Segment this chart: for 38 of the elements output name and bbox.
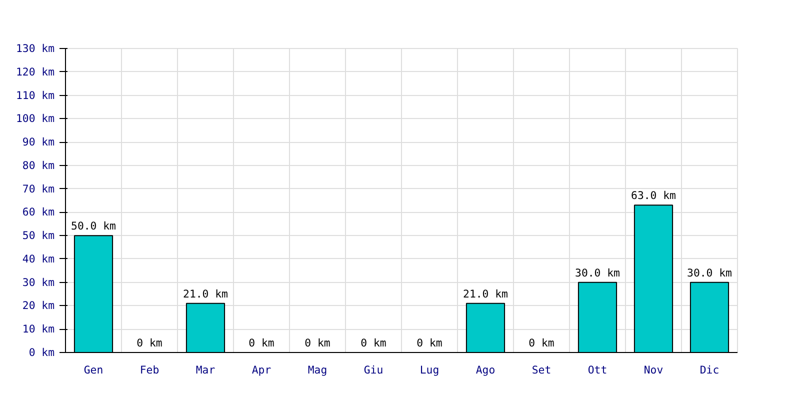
x-tick-label: Lug	[420, 364, 440, 376]
data-label: 0 km	[528, 336, 554, 350]
data-label: 0 km	[416, 336, 442, 350]
x-tick-label: Feb	[140, 364, 160, 376]
data-label: 21.0 km	[463, 287, 508, 300]
y-tick-label: 100 km	[16, 112, 55, 126]
y-tick-label: 30 km	[22, 276, 54, 289]
data-label: 50.0 km	[71, 220, 116, 233]
y-tick-label: 90 km	[22, 136, 54, 149]
data-label: 21.0 km	[183, 287, 228, 300]
y-tick-label: 10 km	[22, 322, 54, 336]
y-tick-label: 0 km	[28, 346, 55, 359]
y-tick-label: 20 km	[22, 299, 54, 312]
x-tick-label: Giu	[364, 364, 384, 376]
data-label: 0 km	[304, 336, 330, 350]
y-tick-label: 70 km	[22, 182, 54, 196]
data-label: 0 km	[248, 336, 274, 350]
data-label: 0 km	[136, 336, 162, 350]
data-label: 63.0 km	[631, 189, 676, 202]
x-tick-label: Gen	[84, 364, 104, 376]
x-tick-label: Nov	[644, 364, 664, 376]
y-tick-label: 120 km	[16, 65, 55, 78]
x-tick-label: Apr	[252, 364, 272, 376]
y-tick-label: 60 km	[22, 206, 54, 219]
x-tick-label: Mag	[308, 364, 328, 376]
x-tick-label: Ago	[476, 364, 496, 376]
x-tick-label: Dic	[700, 364, 720, 376]
y-tick-label: 40 km	[22, 252, 54, 266]
data-label: 0 km	[360, 336, 386, 350]
x-tick-label: Mar	[196, 364, 216, 376]
x-tick-label: Set	[532, 364, 552, 376]
y-tick-label: 80 km	[22, 158, 54, 172]
y-tick-label: 130 km	[16, 42, 55, 55]
y-tick-label: 110 km	[16, 88, 55, 102]
x-tick-label: Ott	[588, 364, 608, 376]
data-label: 30.0 km	[575, 266, 620, 280]
y-tick-label: 50 km	[22, 229, 54, 242]
data-label: 30.0 km	[687, 266, 732, 280]
